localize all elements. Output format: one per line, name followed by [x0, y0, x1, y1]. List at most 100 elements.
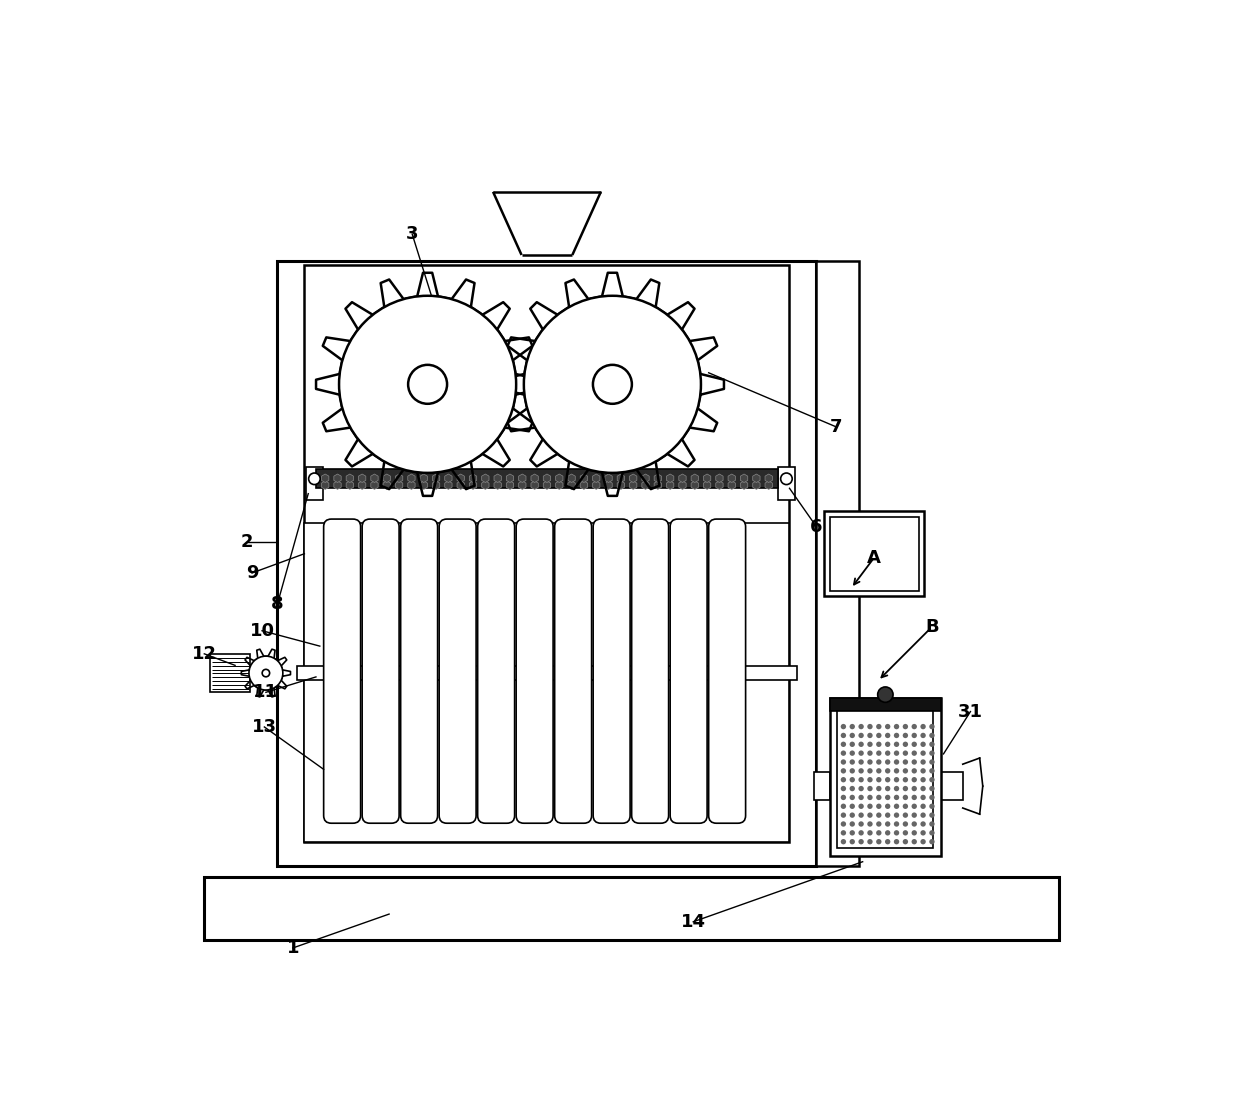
Circle shape: [911, 777, 916, 783]
Circle shape: [249, 657, 283, 690]
Bar: [941, 772, 962, 800]
Circle shape: [920, 769, 926, 774]
Circle shape: [911, 724, 916, 729]
Circle shape: [894, 795, 899, 800]
Text: 1: 1: [286, 939, 299, 957]
Circle shape: [885, 786, 890, 792]
Bar: [815, 772, 830, 800]
Circle shape: [929, 804, 935, 809]
Circle shape: [903, 786, 908, 792]
Circle shape: [781, 473, 792, 484]
Text: 7: 7: [830, 417, 842, 436]
Circle shape: [858, 724, 864, 729]
Circle shape: [911, 769, 916, 774]
FancyBboxPatch shape: [708, 519, 745, 824]
Circle shape: [849, 795, 854, 800]
Circle shape: [885, 769, 890, 774]
Circle shape: [262, 670, 269, 676]
Circle shape: [867, 750, 873, 755]
Circle shape: [841, 795, 846, 800]
Circle shape: [841, 760, 846, 764]
Circle shape: [885, 760, 890, 764]
Circle shape: [858, 786, 864, 792]
Circle shape: [894, 724, 899, 729]
Circle shape: [849, 760, 854, 764]
Circle shape: [841, 724, 846, 729]
Circle shape: [911, 795, 916, 800]
Bar: [837, 710, 934, 848]
Circle shape: [408, 365, 448, 404]
Circle shape: [878, 687, 893, 703]
Circle shape: [929, 750, 935, 755]
Circle shape: [877, 732, 882, 738]
Circle shape: [867, 724, 873, 729]
Circle shape: [858, 769, 864, 774]
Circle shape: [877, 724, 882, 729]
Circle shape: [877, 760, 882, 764]
Circle shape: [885, 813, 890, 818]
Circle shape: [920, 813, 926, 818]
Bar: [777, 468, 795, 500]
Circle shape: [903, 795, 908, 800]
Circle shape: [841, 830, 846, 836]
Circle shape: [841, 786, 846, 792]
Circle shape: [894, 813, 899, 818]
Circle shape: [911, 804, 916, 809]
Circle shape: [877, 795, 882, 800]
Circle shape: [867, 830, 873, 836]
Circle shape: [841, 732, 846, 738]
Circle shape: [894, 804, 899, 809]
Circle shape: [903, 821, 908, 827]
Circle shape: [877, 804, 882, 809]
Circle shape: [877, 839, 882, 844]
Circle shape: [849, 821, 854, 827]
Bar: [830, 697, 941, 710]
Circle shape: [867, 760, 873, 764]
Circle shape: [849, 839, 854, 844]
Circle shape: [903, 732, 908, 738]
Circle shape: [920, 750, 926, 755]
Circle shape: [911, 750, 916, 755]
Circle shape: [849, 724, 854, 729]
Circle shape: [867, 821, 873, 827]
FancyBboxPatch shape: [439, 519, 476, 824]
Text: 14: 14: [681, 912, 706, 931]
Circle shape: [911, 732, 916, 738]
Circle shape: [885, 724, 890, 729]
Circle shape: [841, 769, 846, 774]
Circle shape: [849, 777, 854, 783]
Circle shape: [911, 760, 916, 764]
Circle shape: [877, 821, 882, 827]
Bar: [278, 261, 816, 865]
FancyBboxPatch shape: [324, 519, 361, 824]
Text: 9: 9: [246, 564, 258, 582]
Text: 13: 13: [252, 718, 277, 736]
Circle shape: [894, 786, 899, 792]
Bar: [830, 517, 919, 591]
FancyBboxPatch shape: [554, 519, 591, 824]
Bar: [205, 877, 1059, 940]
Circle shape: [849, 750, 854, 755]
Circle shape: [920, 760, 926, 764]
Circle shape: [929, 741, 935, 747]
Circle shape: [885, 750, 890, 755]
Circle shape: [894, 750, 899, 755]
Circle shape: [309, 473, 320, 484]
Circle shape: [894, 839, 899, 844]
Circle shape: [929, 821, 935, 827]
Bar: [304, 265, 790, 842]
Text: 2: 2: [241, 534, 253, 551]
Circle shape: [920, 724, 926, 729]
Circle shape: [858, 777, 864, 783]
FancyBboxPatch shape: [516, 519, 553, 824]
Circle shape: [903, 750, 908, 755]
Circle shape: [885, 804, 890, 809]
Circle shape: [885, 821, 890, 827]
Circle shape: [867, 813, 873, 818]
Circle shape: [911, 839, 916, 844]
Circle shape: [920, 732, 926, 738]
Circle shape: [903, 741, 908, 747]
Circle shape: [867, 777, 873, 783]
Circle shape: [903, 777, 908, 783]
Circle shape: [903, 830, 908, 836]
